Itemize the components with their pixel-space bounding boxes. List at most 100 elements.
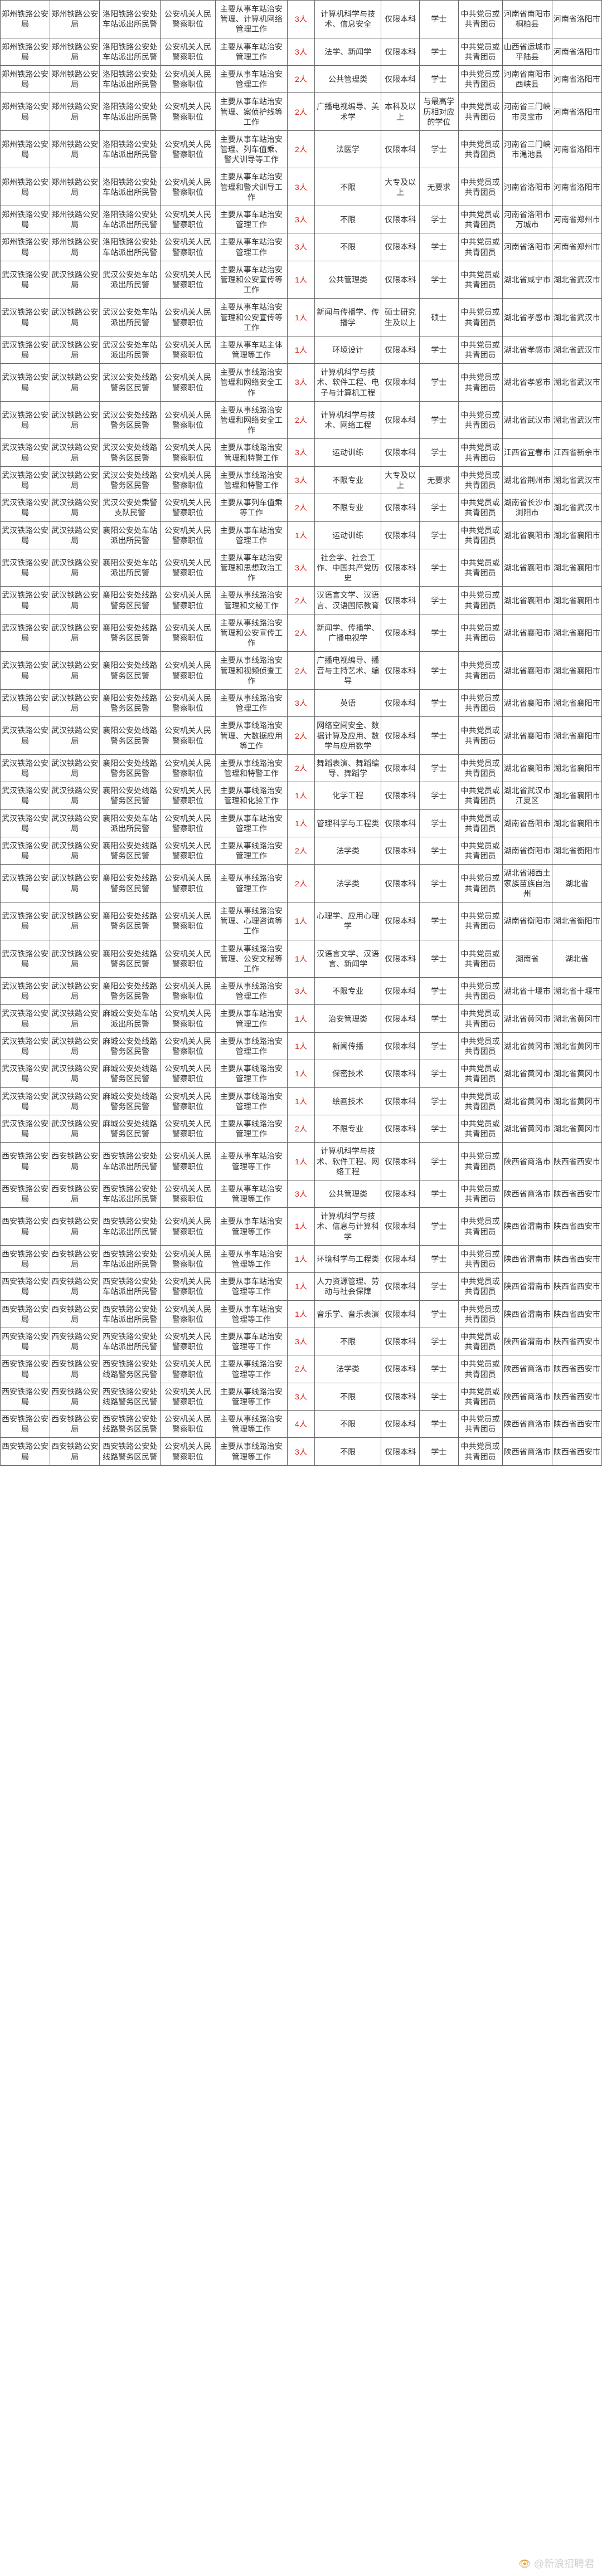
table-cell: 麻城公安处车站派出所民警	[100, 1005, 161, 1032]
table-cell: 仅限本科	[381, 336, 419, 363]
table-cell: 公安机关人民警察职位	[161, 38, 216, 65]
table-cell: 主要从事线路治安管理和特警工作	[216, 439, 288, 466]
table-cell: 新闻与传播学、传播学	[315, 299, 381, 336]
table-cell: 公安机关人民警察职位	[161, 1115, 216, 1142]
table-cell: 法学类	[315, 865, 381, 902]
table-row: 郑州铁路公安局郑州铁路公安局洛阳铁路公安处车站派出所民警公安机关人民警察职位主要…	[1, 93, 602, 131]
table-cell: 学士	[420, 1032, 458, 1060]
table-cell: 武汉公安处线路警务区民警	[100, 466, 161, 494]
table-cell: 学士	[420, 261, 458, 299]
table-cell: 湖南省岳阳市	[502, 809, 552, 837]
table-cell: 公安机关人民警察职位	[161, 1355, 216, 1383]
table-cell: 化学工程	[315, 782, 381, 809]
table-cell: 学士	[420, 809, 458, 837]
table-cell: 湖北省襄阳市	[502, 754, 552, 782]
table-cell: 仅限本科	[381, 1328, 419, 1355]
table-cell: 主要从事车站治安管理和警犬训导工作	[216, 168, 288, 206]
table-cell: 主要从事线路治安管理和化验工作	[216, 782, 288, 809]
table-cell: 中共党员或共青团员	[458, 717, 502, 755]
table-cell: 仅限本科	[381, 1087, 419, 1115]
table-cell: 中共党员或共青团员	[458, 1245, 502, 1272]
table-cell: 3人	[287, 206, 314, 233]
table-cell: 湖北省荆州市	[502, 466, 552, 494]
table-cell: 武汉铁路公安局	[1, 466, 50, 494]
table-cell: 英语	[315, 689, 381, 716]
table-cell: 西安铁路公安局	[1, 1180, 50, 1207]
table-cell: 武汉铁路公安局	[50, 299, 100, 336]
table-cell: 学士	[420, 1, 458, 38]
table-cell: 湖北省襄阳市	[552, 652, 601, 690]
table-cell: 中共党员或共青团员	[458, 1300, 502, 1328]
table-cell: 陕西省商洛市	[502, 1438, 552, 1465]
table-cell: 仅限本科	[381, 865, 419, 902]
table-cell: 2人	[287, 1115, 314, 1142]
table-cell: 1人	[287, 1087, 314, 1115]
table-cell: 公安机关人民警察职位	[161, 521, 216, 549]
table-cell: 不限	[315, 1438, 381, 1465]
table-cell: 主要从事列车值乘等工作	[216, 494, 288, 521]
table-row: 武汉铁路公安局武汉铁路公安局襄阳公安处线路警务区民警公安机关人民警察职位主要从事…	[1, 754, 602, 782]
table-cell: 河南省洛阳市	[552, 65, 601, 92]
table-cell: 中共党员或共青团员	[458, 1328, 502, 1355]
table-cell: 主要从事线路治安管理工作	[216, 865, 288, 902]
table-cell: 西安铁路公安局	[1, 1383, 50, 1410]
table-cell: 中共党员或共青团员	[458, 93, 502, 131]
table-row: 西安铁路公安局西安铁路公安局西安铁路公安处线路警务区民警公安机关人民警察职位主要…	[1, 1355, 602, 1383]
table-cell: 公安机关人民警察职位	[161, 940, 216, 978]
table-cell: 主要从事车站治安管理、案侦护线等工作	[216, 93, 288, 131]
table-cell: 公共管理类	[315, 1180, 381, 1207]
table-cell: 郑州铁路公安局	[1, 38, 50, 65]
table-cell: 武汉铁路公安局	[50, 336, 100, 363]
table-cell: 武汉铁路公安局	[1, 336, 50, 363]
table-cell: 主要从事线路治安管理等工作	[216, 1438, 288, 1465]
table-cell: 西安铁路公安局	[50, 1355, 100, 1383]
table-cell: 湖北省黄冈市	[552, 1115, 601, 1142]
table-cell: 武汉铁路公安局	[50, 549, 100, 587]
table-cell: 学士	[420, 717, 458, 755]
table-cell: 主要从事车站治安管理工作	[216, 38, 288, 65]
table-cell: 仅限本科	[381, 401, 419, 439]
table-cell: 武汉铁路公安局	[50, 401, 100, 439]
table-cell: 大专及以上	[381, 168, 419, 206]
table-cell: 学士	[420, 1438, 458, 1465]
table-cell: 湖北省武汉市	[552, 466, 601, 494]
table-cell: 学士	[420, 614, 458, 652]
table-cell: 公安机关人民警察职位	[161, 689, 216, 716]
table-cell: 西安铁路公安局	[50, 1411, 100, 1438]
table-cell: 3人	[287, 1383, 314, 1410]
table-cell: 中共党员或共青团员	[458, 1411, 502, 1438]
table-cell: 公安机关人民警察职位	[161, 614, 216, 652]
table-cell: 公安机关人民警察职位	[161, 65, 216, 92]
table-row: 西安铁路公安局西安铁路公安局西安铁路公安处车站派出所民警公安机关人民警察职位主要…	[1, 1180, 602, 1207]
table-row: 郑州铁路公安局郑州铁路公安局洛阳铁路公安处车站派出所民警公安机关人民警察职位主要…	[1, 38, 602, 65]
table-cell: 学士	[420, 233, 458, 261]
table-cell: 法学类	[315, 1355, 381, 1383]
watermark: 👁 @新浪招聘君	[518, 2556, 594, 2570]
table-cell: 西安铁路公安局	[1, 1273, 50, 1300]
table-cell: 学士	[420, 865, 458, 902]
table-cell: 湖北省武汉市	[552, 401, 601, 439]
table-cell: 主要从事车站治安管理工作	[216, 521, 288, 549]
table-cell: 湖北省衡阳市	[552, 902, 601, 940]
table-cell: 西安铁路公安局	[50, 1273, 100, 1300]
table-row: 武汉铁路公安局武汉铁路公安局武汉公安处车站派出所民警公安机关人民警察职位主要从事…	[1, 299, 602, 336]
table-cell: 武汉铁路公安局	[50, 940, 100, 978]
table-row: 武汉铁路公安局武汉铁路公安局襄阳公安处线路警务区民警公安机关人民警察职位主要从事…	[1, 614, 602, 652]
table-cell: 西安铁路公安局	[50, 1245, 100, 1272]
table-cell: 学士	[420, 1328, 458, 1355]
table-row: 西安铁路公安局西安铁路公安局西安铁路公安处车站派出所民警公安机关人民警察职位主要…	[1, 1208, 602, 1246]
table-row: 武汉铁路公安局武汉铁路公安局麻城公安处线路警务区民警公安机关人民警察职位主要从事…	[1, 1032, 602, 1060]
table-cell: 中共党员或共青团员	[458, 336, 502, 363]
table-cell: 陕西省西安市	[552, 1328, 601, 1355]
table-row: 武汉铁路公安局武汉铁路公安局襄阳公安处线路警务区民警公安机关人民警察职位主要从事…	[1, 782, 602, 809]
table-cell: 1人	[287, 521, 314, 549]
table-cell: 中共党员或共青团员	[458, 902, 502, 940]
table-cell: 不限专业	[315, 1115, 381, 1142]
table-cell: 陕西省商洛市	[502, 1180, 552, 1207]
table-cell: 西安铁路公安局	[1, 1328, 50, 1355]
table-cell: 湖北省武汉市	[552, 261, 601, 299]
table-cell: 武汉铁路公安局	[50, 261, 100, 299]
table-cell: 湖北省湘西土家族苗族自治州	[502, 865, 552, 902]
table-row: 武汉铁路公安局武汉铁路公安局武汉公安处乘警支队民警公安机关人民警察职位主要从事列…	[1, 494, 602, 521]
table-cell: 西安铁路公安局	[50, 1143, 100, 1180]
